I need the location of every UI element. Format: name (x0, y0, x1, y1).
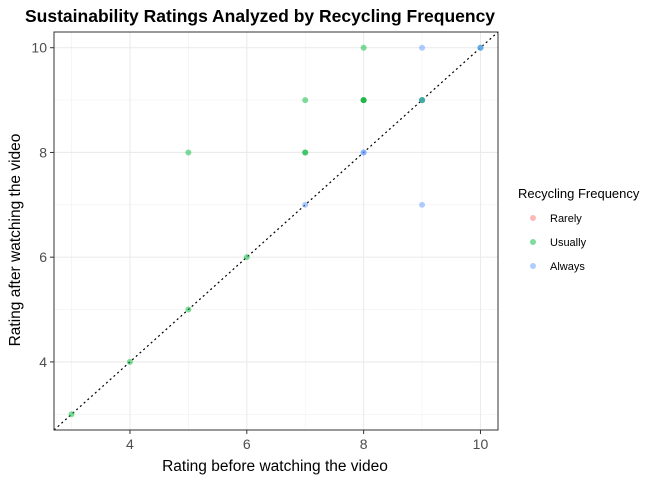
legend-label-rarely: Rarely (550, 213, 582, 225)
data-point-usually (243, 254, 250, 261)
data-point-usually (126, 358, 133, 365)
data-point-usually (360, 97, 367, 104)
x-tick-label: 4 (126, 436, 134, 452)
data-point-always (419, 44, 426, 51)
legend-title: Recycling Frequency (518, 186, 640, 201)
data-point-usually (360, 44, 367, 51)
legend-entry-usually: Usually (530, 237, 587, 249)
data-point-usually (185, 149, 192, 156)
legend-key-always (530, 263, 536, 269)
legend-key-rarely (530, 215, 536, 221)
legend: Recycling Frequency Rarely Usually Always (518, 186, 640, 273)
data-point-always (477, 44, 484, 51)
data-point-always (419, 201, 426, 208)
y-tick-label: 10 (31, 40, 47, 56)
x-tick-label: 8 (360, 436, 368, 452)
legend-key-usually (530, 239, 536, 245)
data-point-usually (68, 411, 75, 418)
x-tick-label: 10 (473, 436, 489, 452)
data-point-always (419, 97, 426, 104)
data-point-usually (185, 306, 192, 313)
data-point-always (360, 149, 367, 156)
y-axis: 4 6 8 10 (31, 40, 54, 370)
y-tick-label: 6 (39, 249, 47, 265)
x-axis-title: Rating before watching the video (162, 458, 388, 475)
x-tick-label: 6 (243, 436, 251, 452)
data-point-usually (302, 97, 309, 104)
y-tick-label: 4 (39, 354, 47, 370)
plot-panel (53, 31, 499, 431)
x-axis: 4 6 8 10 (126, 430, 488, 452)
y-axis-title: Rating after watching the video (7, 134, 24, 347)
plot-border (53, 31, 499, 431)
chart-title: Sustainability Ratings Analyzed by Recyc… (25, 6, 495, 26)
data-point-usually (302, 149, 309, 156)
legend-entry-always: Always (530, 261, 585, 273)
legend-entry-rarely: Rarely (530, 213, 582, 225)
data-points (68, 44, 484, 418)
data-point-always (302, 201, 309, 208)
legend-label-usually: Usually (550, 237, 587, 249)
legend-label-always: Always (550, 261, 585, 273)
y-tick-label: 8 (39, 144, 47, 160)
